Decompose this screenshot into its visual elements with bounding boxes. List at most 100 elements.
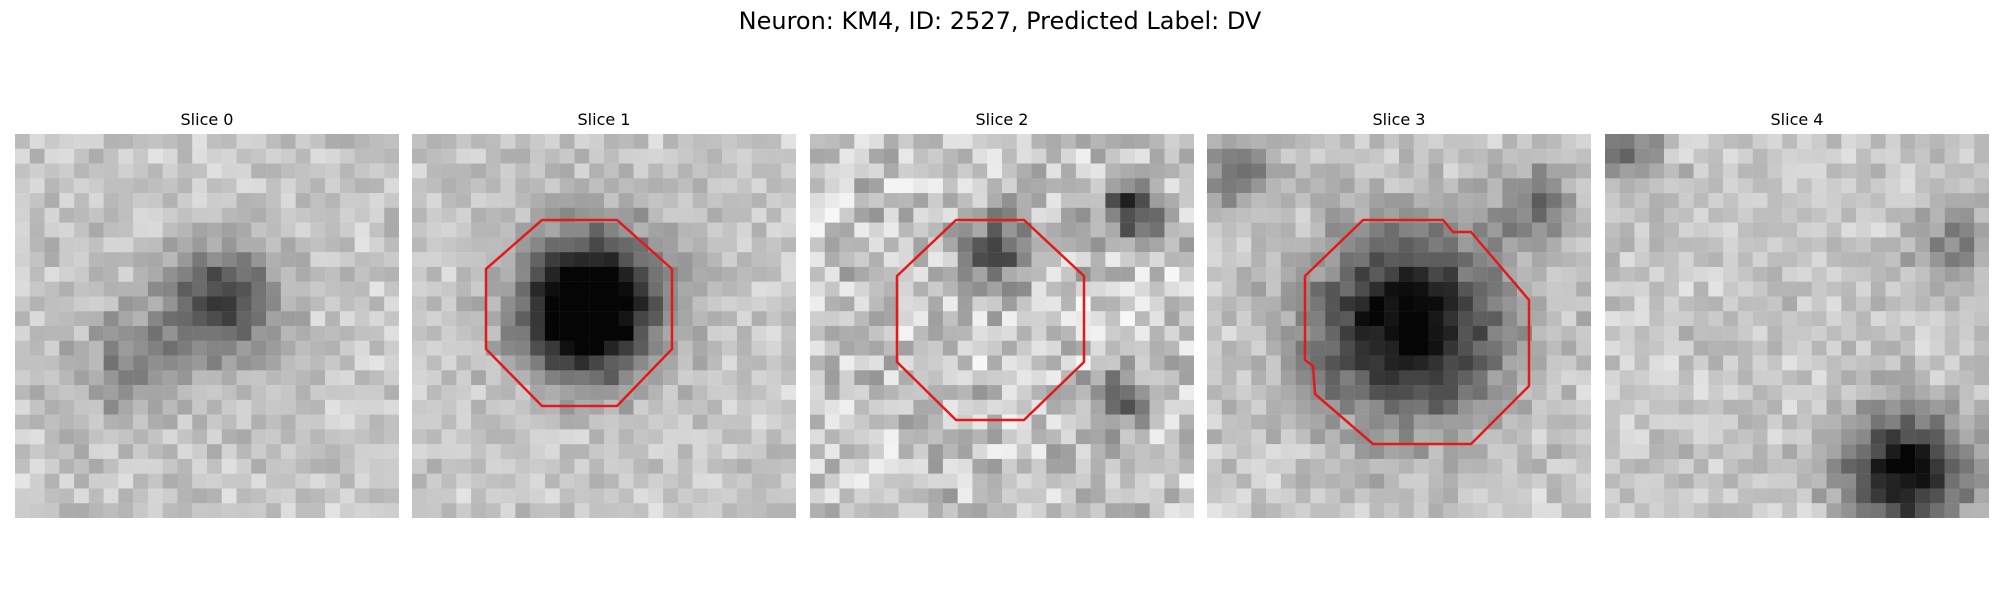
slice-pixel [972, 340, 988, 356]
slice-pixel [677, 340, 693, 356]
slice-pixel [1236, 237, 1252, 253]
slice-pixel [325, 311, 341, 327]
slice-pixel [987, 414, 1003, 430]
slice-pixel [559, 326, 575, 341]
slice-pixel [648, 326, 664, 341]
slice-pixel [928, 266, 944, 282]
slice-pixel [1090, 458, 1106, 474]
slice-pixel [1797, 207, 1812, 223]
slice-pixel [103, 458, 119, 474]
slice-pixel [1605, 503, 1620, 518]
slice-pixel [1164, 444, 1180, 460]
slice-pixel [1105, 281, 1121, 297]
slice-pixel [1105, 207, 1121, 223]
slice-pixel [604, 399, 619, 415]
slice-pixel [839, 429, 855, 445]
slice-pixel [1649, 266, 1665, 282]
slice-pixel [456, 488, 472, 504]
slice-pixel [677, 311, 693, 327]
slice-pixel [707, 148, 723, 164]
slice-pixel [707, 266, 723, 282]
slice-pixel [1649, 385, 1665, 401]
slice-pixel [74, 458, 90, 474]
slice-pixel [1134, 222, 1150, 238]
slice-pixel [1179, 266, 1194, 282]
slice-pixel [1428, 444, 1444, 460]
slice-pixel [839, 385, 855, 401]
slice-pixel [942, 266, 958, 282]
slice-pixel [736, 503, 752, 518]
slice-pixel [751, 237, 767, 253]
slice-pixel [633, 399, 649, 415]
slice-pixel [1870, 488, 1886, 504]
slice-pixel [1664, 207, 1680, 223]
slice-pixel [987, 193, 1003, 209]
slice-pixel [898, 311, 914, 327]
slice-pixel [1472, 296, 1488, 312]
slice-pixel [1443, 178, 1459, 194]
slice-pixel [118, 355, 134, 371]
slice-pixel [1929, 355, 1945, 371]
slice-pixel [369, 385, 385, 401]
slice-pixel [162, 326, 178, 341]
slice-pixel [1782, 385, 1798, 401]
slice-pixel [1046, 252, 1062, 268]
slice-pixel [1134, 488, 1150, 504]
slice-pixel [1399, 237, 1414, 253]
slice-pixel [1120, 429, 1136, 445]
slice-pixel [1164, 414, 1180, 430]
slice-pixel [559, 370, 575, 386]
slice-pixel [177, 399, 193, 415]
slice-pixel [15, 326, 30, 341]
slice-pixel [251, 207, 267, 223]
slice-pixel [1384, 311, 1400, 327]
slice-pixel [1120, 385, 1136, 401]
slice-pixel [1708, 252, 1724, 268]
slice-pixel [1075, 237, 1091, 253]
slice-pixel [854, 444, 870, 460]
slice-pixel [781, 429, 796, 445]
slice-pixel [88, 237, 104, 253]
slice-pixel [147, 222, 163, 238]
slice-pixel [1797, 163, 1812, 179]
slice-pixel [1870, 207, 1886, 223]
slice-pixel [29, 503, 45, 518]
slice-pixel [1061, 311, 1077, 327]
slice-pixel [1782, 296, 1798, 312]
slice-pixel [1693, 488, 1709, 504]
slice-image-4 [1605, 134, 1989, 518]
slice-pixel [1472, 134, 1488, 149]
slice-pixel [1134, 414, 1150, 430]
slice-pixel [1221, 222, 1237, 238]
slice-pixel [663, 222, 679, 238]
slice-pixel [1236, 444, 1252, 460]
slice-pixel [1737, 429, 1753, 445]
slice-pixel [515, 355, 531, 371]
slice-pixel [1428, 237, 1444, 253]
slice-pixel [221, 237, 237, 253]
slice-pixel [663, 414, 679, 430]
slice-pixel [1179, 178, 1194, 194]
slice-pixel [1134, 148, 1150, 164]
slice-pixel [1487, 444, 1503, 460]
slice-pixel [1944, 134, 1960, 149]
slice-pixel [59, 414, 75, 430]
slice-pixel [325, 429, 341, 445]
slice-pixel [1399, 311, 1414, 327]
slice-pixel [1002, 222, 1017, 238]
slice-pixel [618, 296, 634, 312]
slice-pixel [1826, 148, 1842, 164]
slice-pixel [1929, 207, 1945, 223]
slice-pixel [515, 163, 531, 179]
slice-pixel [1915, 355, 1931, 371]
slice-pixel [339, 326, 355, 341]
slice-pixel [1841, 193, 1857, 209]
slice-pixel [1120, 355, 1136, 371]
slice-pixel [369, 296, 385, 312]
slice-pixel [1693, 207, 1709, 223]
slice-pixel [1310, 444, 1326, 460]
slice-pixel [162, 134, 178, 149]
slice-pixel [1723, 385, 1739, 401]
slice-pixel [692, 503, 708, 518]
slice-pixel [1179, 222, 1194, 238]
